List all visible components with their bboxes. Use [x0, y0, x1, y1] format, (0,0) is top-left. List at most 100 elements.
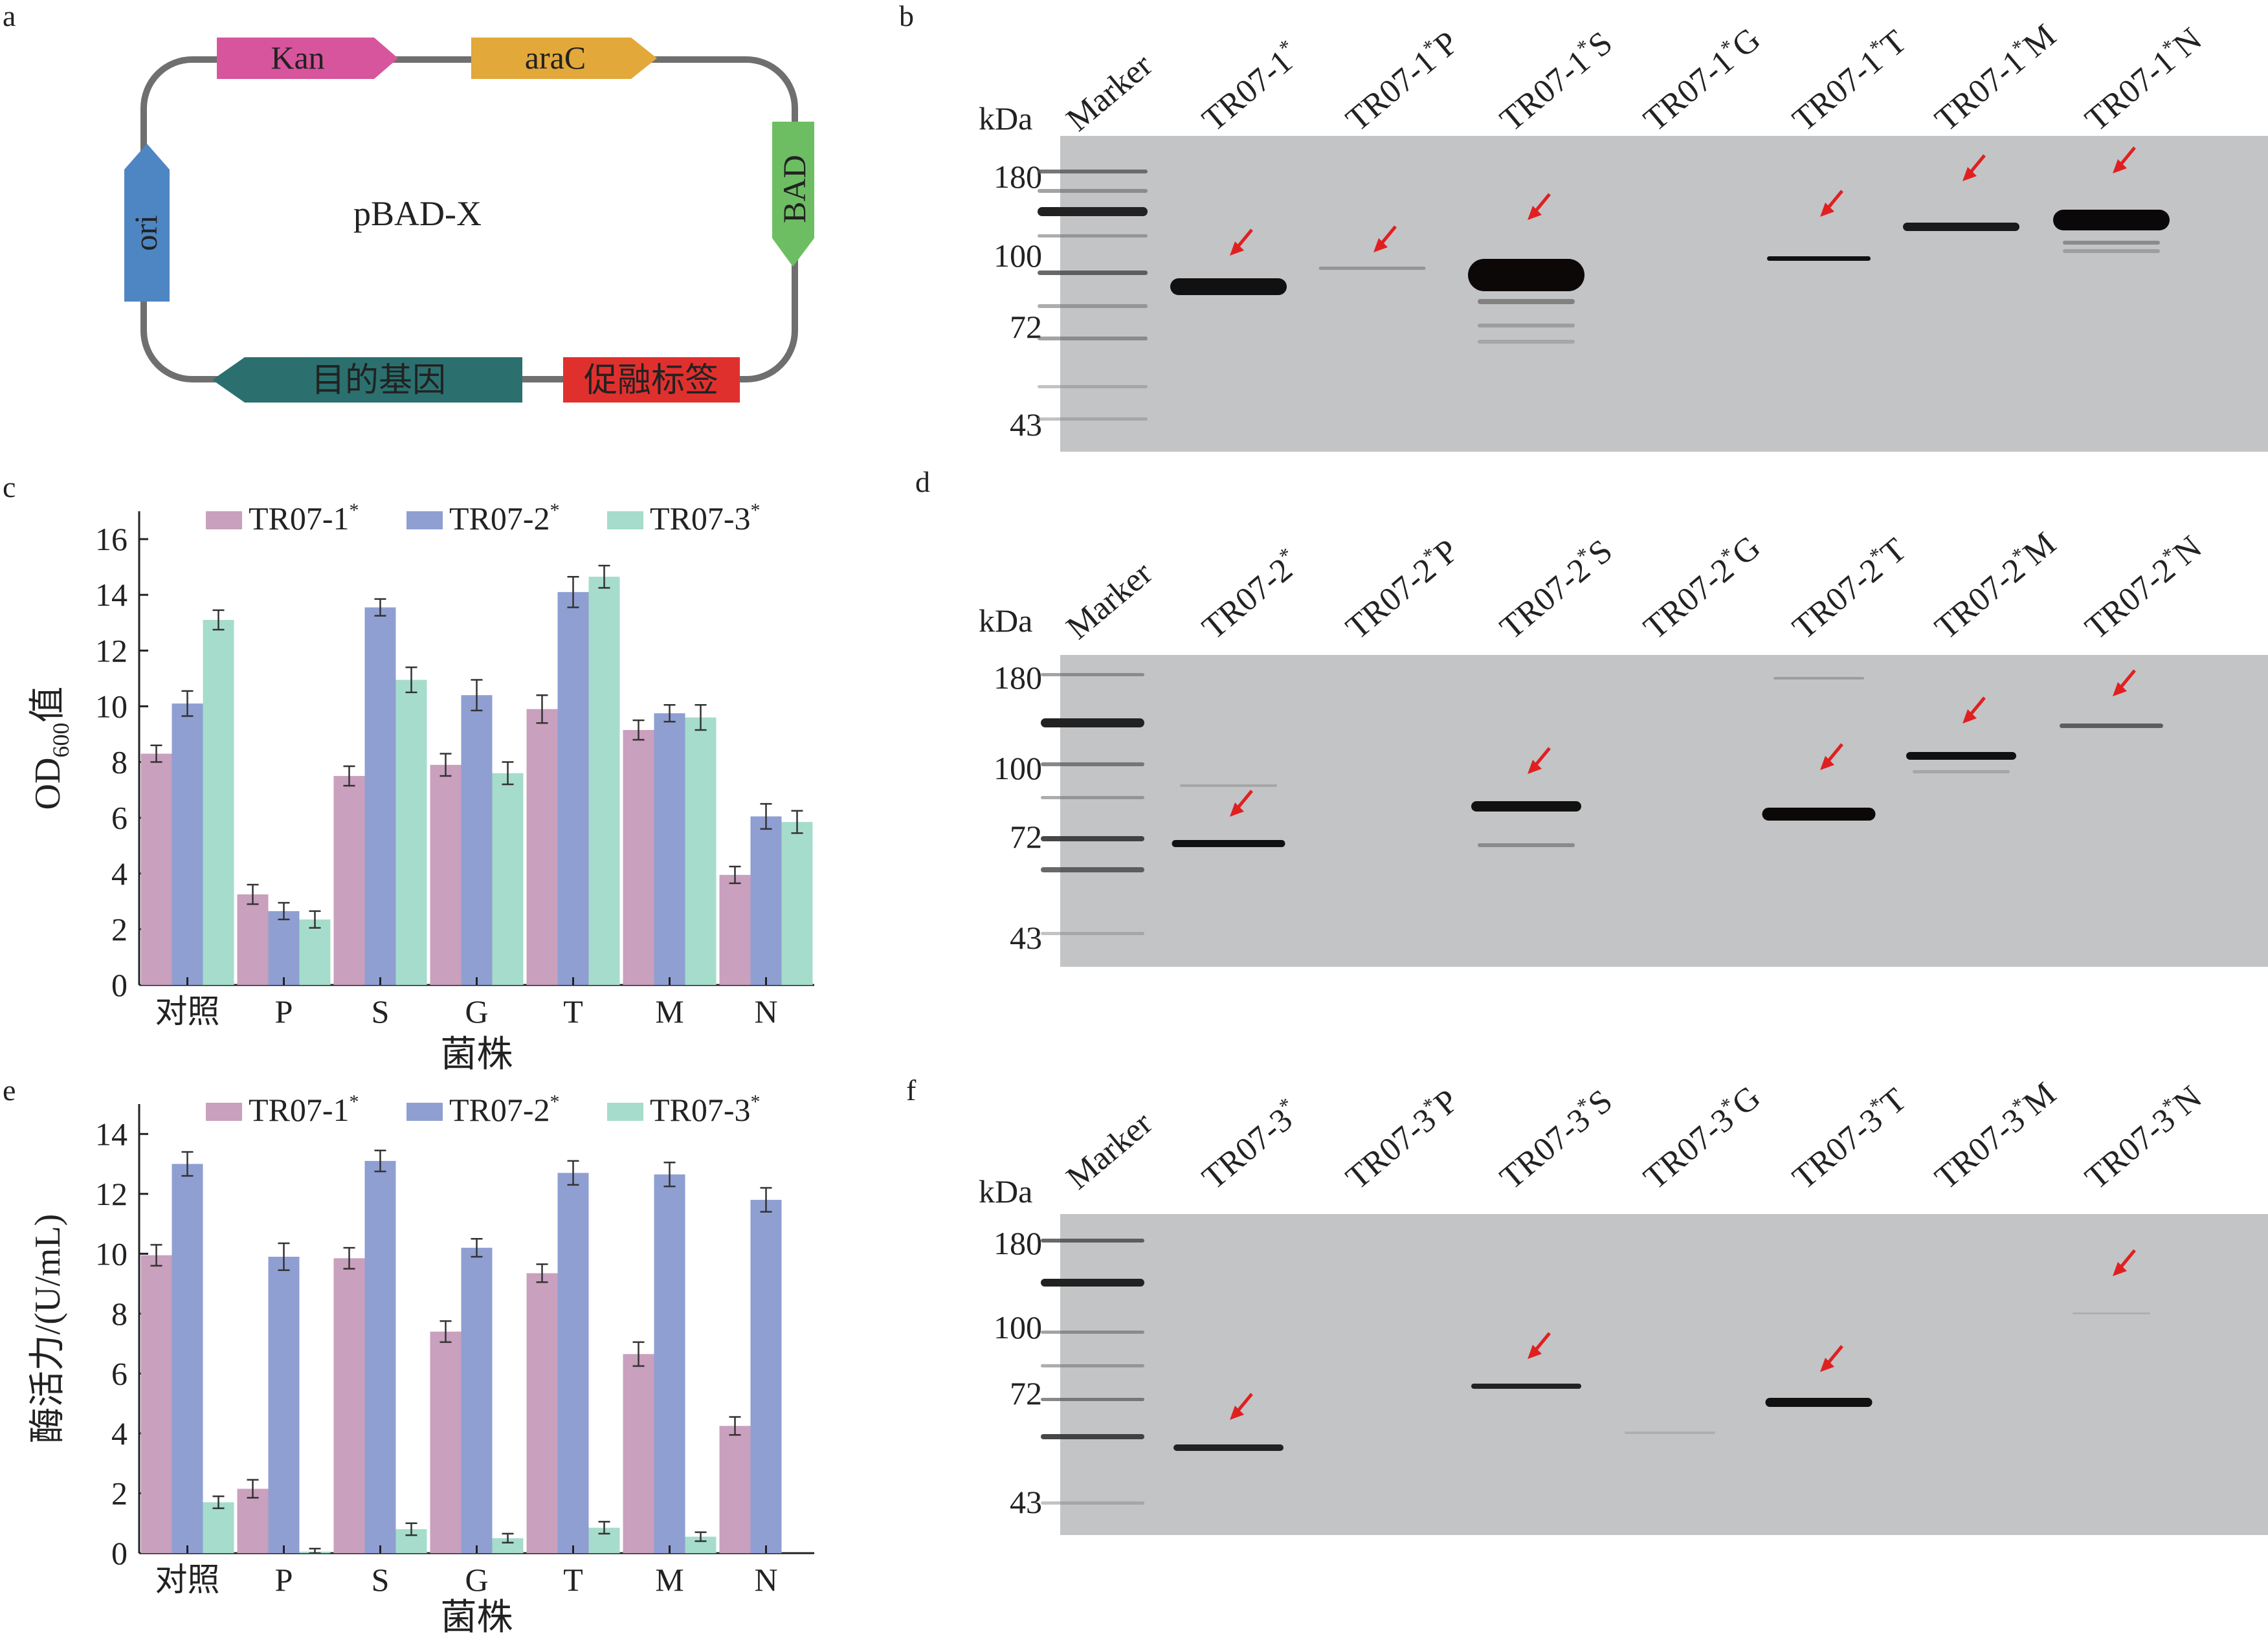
chart-panel-e: e 0 2 4 6 8 10 12 14 对照 P S G T M N 菌株 酶活力/(U/mL) TR07-1*…: [3, 1074, 814, 1636]
gel-f-red-arrow-icon: [1230, 1393, 1253, 1420]
chart-c-error-bar: [439, 753, 452, 777]
chart-e-legend-swatch: [406, 1103, 443, 1121]
gel-d-mw-tick-180: 180: [994, 659, 1042, 696]
gel-d-band: [1471, 801, 1581, 812]
panel-letter-a: a: [3, 0, 16, 32]
chart-e-y-tick-label: 8: [111, 1296, 128, 1332]
chart-e-error-bar: [374, 1149, 386, 1173]
chart-e-error-bar: [247, 1479, 259, 1499]
panel-letter-c: c: [3, 470, 16, 503]
gel-b-lane-label: Marker: [1060, 47, 1159, 138]
chart-e-y-tick-label: 2: [111, 1475, 128, 1511]
gel-b-band: [2063, 241, 2160, 245]
gel-f-image: [1060, 1214, 2268, 1535]
chart-c-error-bar: [567, 575, 579, 608]
gel-b-band: [1767, 256, 1871, 261]
chart-c-error-bar: [405, 666, 417, 694]
gel-b-band: [1038, 189, 1148, 193]
gel-f-mw-tick-180: 180: [994, 1225, 1042, 1261]
gel-d-red-arrow-icon: [1962, 696, 1986, 724]
gel-b-band: [1038, 417, 1148, 421]
panel-letter-e: e: [3, 1074, 16, 1107]
chart-e-y-tick-label: 10: [95, 1235, 128, 1272]
gel-b-red-arrow-icon: [1373, 225, 1397, 252]
chart-c-error-bar: [663, 704, 676, 723]
chart-e-error-bar: [439, 1320, 452, 1343]
chart-e-x-tick-label: 对照: [155, 1562, 220, 1598]
chart-e-error-bar: [502, 1532, 514, 1544]
chart-e-bar: [557, 1173, 589, 1553]
gel-b-lane-labels: Marker TR07-1* TR07-1*P TR07-1*S TR07-1*GTR0…: [1060, 17, 2209, 139]
gel-d-mw-labels: 180 100 72 43: [994, 659, 1042, 956]
gel-b-band: [1318, 267, 1426, 270]
chart-c-bar: [364, 607, 396, 985]
chart-c-bar: [654, 713, 685, 985]
chart-c-bar: [172, 703, 203, 985]
gel-f-band: [1041, 1239, 1144, 1243]
chart-c-bar: [237, 894, 269, 985]
gel-d-lane-labels: Marker TR07-2* TR07-2*P TR07-2*S TR07-2*GTR0…: [1060, 525, 2209, 647]
chart-e-bar: [430, 1331, 461, 1553]
chart-e-y-tick-label: 0: [111, 1535, 128, 1571]
tag-box-shape: [563, 357, 740, 403]
gel-b-lane-label: TR07-1*: [1194, 34, 1307, 138]
chart-e-x-tick-label: M: [655, 1562, 684, 1598]
gene-feature: 目的基因: [212, 357, 522, 403]
gel-d-band: [1041, 796, 1144, 799]
gel-d-bands: [1041, 673, 2163, 935]
gel-d-mw-tick-43: 43: [1010, 920, 1042, 956]
chart-c-y-axis-title: OD600值: [28, 687, 74, 810]
gel-b-band: [1468, 259, 1584, 291]
gene-arrow-shape: [212, 357, 522, 403]
chart-c-legend-item: TR07-2*: [406, 500, 560, 536]
chart-e-x-tick-label: T: [563, 1562, 583, 1598]
chart-e-x-tick-label: P: [275, 1562, 293, 1598]
gel-f-mw-tick-100: 100: [994, 1309, 1042, 1345]
chart-c-bar: [588, 577, 620, 985]
chart-e-y-axis-title: 酶活力/(U/mL): [28, 1214, 68, 1444]
chart-e-error-bar: [598, 1521, 610, 1535]
chart-c-y-tick-label: 0: [111, 967, 128, 1003]
chart-e-bar: [203, 1502, 234, 1553]
chart-c-error-bar: [278, 901, 290, 921]
chart-e-error-bar: [212, 1495, 225, 1509]
gel-d-band: [1041, 836, 1144, 841]
bad-arrow-shape: [772, 122, 814, 267]
chart-c-bar: [557, 591, 589, 985]
gel-d-band: [1041, 932, 1144, 935]
chart-e-error-bar: [150, 1244, 162, 1267]
chart-c-y-tick-label: 16: [95, 521, 128, 557]
chart-c-bar: [526, 709, 558, 985]
arac-arrow-shape: [471, 38, 657, 79]
gel-b-band: [1038, 337, 1148, 340]
gel-d-band: [1180, 784, 1277, 787]
gel-f-band: [1765, 1398, 1873, 1407]
gel-f-band: [1471, 1384, 1581, 1389]
panel-letter-f: f: [906, 1074, 917, 1107]
gel-b-lane-label: TR07-1*N: [2077, 19, 2209, 138]
chart-c-legend-swatch: [206, 511, 242, 529]
gel-d-unit-label: kDa: [979, 602, 1032, 639]
chart-c-error-bar: [343, 765, 355, 787]
gel-d-arrows: [1230, 669, 2136, 817]
gel-f-lane-label: TR07-3*G: [1636, 1077, 1768, 1197]
gel-b-red-arrow-icon: [1962, 154, 1986, 181]
gel-f-band: [1041, 1501, 1144, 1505]
gel-f-lane-label: TR07-3*T: [1784, 1079, 1914, 1197]
chart-c-x-tick-label: S: [372, 993, 390, 1030]
chart-c-error-bar: [309, 910, 321, 929]
gel-d-band: [1041, 867, 1144, 872]
gel-d-band: [1041, 762, 1144, 766]
chart-c-legend-label: TR07-2*: [449, 500, 560, 536]
chart-e-error-bar: [632, 1341, 645, 1367]
gel-f-red-arrow-icon: [2113, 1249, 2136, 1276]
gel-d-band: [1906, 752, 2016, 760]
gel-f-bands: [1041, 1239, 2150, 1505]
ori-arrow-shape: [124, 144, 170, 302]
chart-e-error-bar: [695, 1531, 707, 1542]
chart-e-bar: [719, 1426, 751, 1553]
chart-c-y-tick-label: 2: [111, 911, 128, 947]
panel-a: a Kan araC BAD ori 目的基因 促融标签 pBAD-X: [3, 0, 814, 403]
chart-c-error-bar: [598, 564, 610, 589]
